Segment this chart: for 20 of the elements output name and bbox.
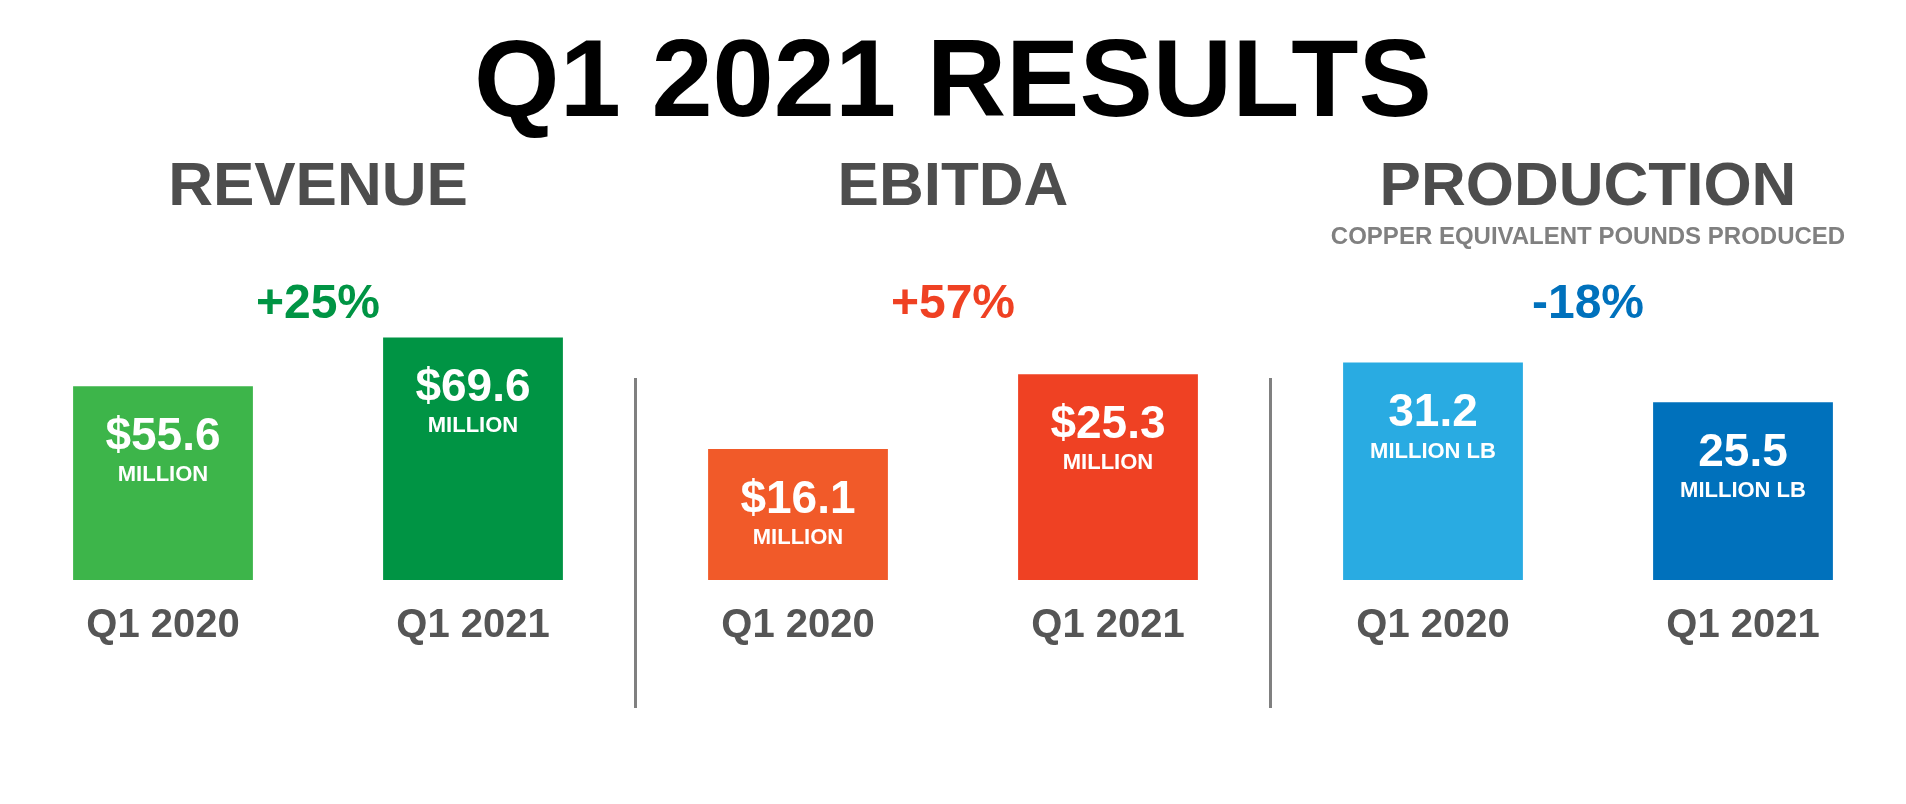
data-label: $25.3 MILLION — [1050, 395, 1166, 475]
x-tick-label: Q1 2021 — [1666, 601, 1820, 646]
chart-title: REVENUE — [168, 148, 468, 220]
chart-subtitle: COPPER EQUIVALENT POUNDS PRODUCED — [1330, 221, 1846, 251]
chart-title: EBITDA — [837, 148, 1069, 220]
text: -18% — [1531, 274, 1645, 330]
text: +25% — [255, 274, 381, 330]
text: Q1 2021 RESULTS — [473, 15, 1433, 141]
x-tick-label: Q1 2021 — [396, 601, 550, 646]
x-tick-label: Q1 2020 — [721, 601, 875, 646]
chart-title: PRODUCTION — [1379, 148, 1797, 220]
data-label: 31.2 MILLION LB — [1370, 384, 1496, 463]
data-label: 25.5 MILLION LB — [1680, 423, 1806, 503]
data-label: $55.6 MILLION — [105, 407, 221, 487]
x-tick-label: Q1 2020 — [1356, 601, 1510, 646]
x-tick-label: Q1 2021 — [1031, 601, 1185, 646]
data-label: $16.1 MILLION — [740, 470, 856, 550]
x-tick-label: Q1 2020 — [86, 601, 240, 646]
data-label: $69.6 MILLION — [415, 359, 531, 438]
text: +57% — [890, 274, 1016, 330]
